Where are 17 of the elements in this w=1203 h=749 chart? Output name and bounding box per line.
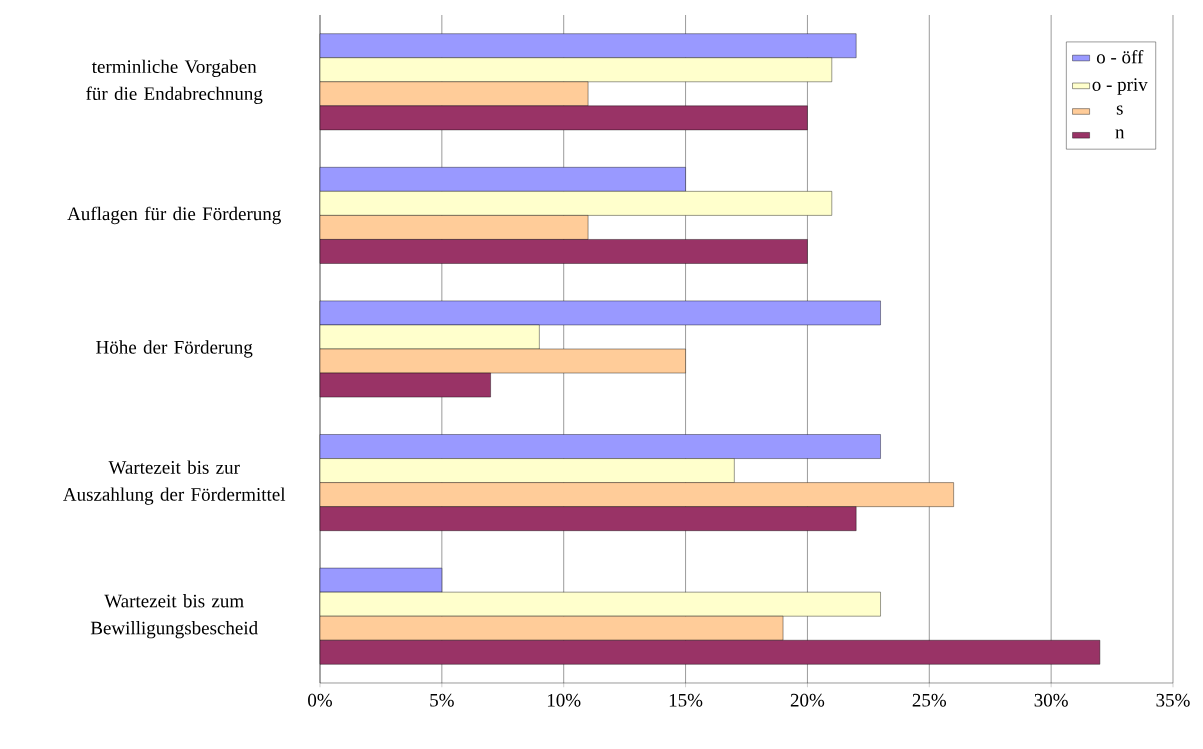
x-tick-label: 30%	[1034, 693, 1068, 707]
y-tick-label: Wartezeit bis zur Auszahlung der Fördermittel	[63, 460, 286, 505]
x-tick-label: 35%	[1156, 693, 1190, 707]
y-tick-label: terminliche Vorgaben für die Endabrechnung	[86, 59, 263, 104]
y-tick-label: Auflagen für die Förderung	[67, 206, 281, 225]
legend-label: s	[1116, 105, 1123, 115]
y-tick-label: Höhe der Förderung	[96, 340, 253, 358]
x-tick-label: 20%	[790, 693, 825, 707]
y-tick-label: Wartezeit bis zum Bewilligungsbescheid	[90, 594, 258, 639]
legend-label: o - priv	[1092, 78, 1148, 95]
x-tick-label: 5%	[430, 693, 454, 707]
x-tick-label: 0%	[308, 693, 333, 707]
legend-label: n	[1115, 129, 1125, 139]
x-tick-label: 15%	[669, 693, 703, 707]
x-tick-label: 25%	[912, 693, 947, 707]
x-tick-label: 10%	[547, 693, 581, 707]
legend-label: o - öff	[1096, 49, 1144, 64]
